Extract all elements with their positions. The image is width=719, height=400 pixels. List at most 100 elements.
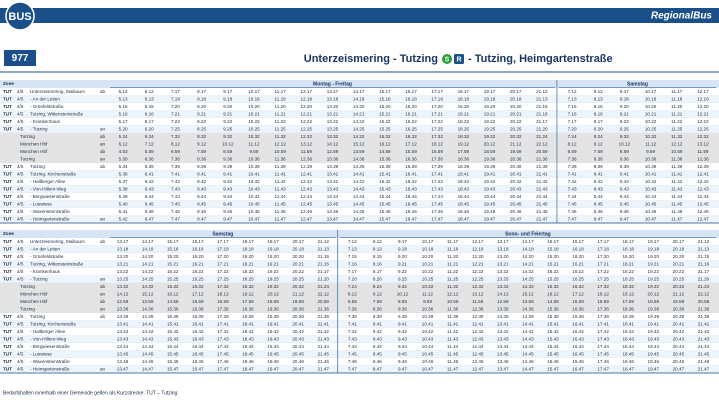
time: 21.47	[317, 366, 329, 371]
time: 14.46	[142, 359, 154, 364]
time: 10.43	[645, 186, 657, 191]
time: 15.17	[547, 239, 559, 244]
time: 12.46	[697, 209, 709, 214]
stop-row	[0, 245, 719, 253]
time: 20.20	[292, 254, 304, 259]
time: 21.20	[536, 126, 548, 131]
time: 21.13	[698, 246, 710, 251]
tariff-zone: 4/5	[17, 89, 24, 94]
time: 20.47	[510, 216, 522, 221]
time: 14.25	[353, 126, 365, 131]
time: 8.32	[197, 134, 206, 139]
time: 12.20	[472, 254, 484, 259]
time: 8.43	[197, 186, 206, 191]
time: 13.21	[117, 261, 129, 266]
time: 16.18	[405, 96, 417, 101]
stop-row	[0, 178, 719, 186]
arr-dep: an	[100, 366, 106, 371]
time: 8.36	[373, 306, 382, 311]
time: 16.43	[192, 336, 204, 341]
time: 18.20	[242, 254, 254, 259]
time: 13.21	[327, 111, 339, 116]
time: 17.17	[597, 239, 609, 244]
time: 15.21	[547, 261, 559, 266]
time: 7.20	[348, 276, 357, 281]
time: 14.21	[522, 261, 534, 266]
time: 18.22	[242, 269, 254, 274]
time: 11.45	[275, 201, 287, 206]
time: 16.36	[572, 306, 584, 311]
time: 21.44	[536, 194, 548, 199]
time: 15.12	[142, 291, 154, 296]
time: 6.12	[119, 141, 128, 146]
time: 10.41	[248, 171, 260, 176]
brand-bar	[0, 8, 719, 23]
time: 16.41	[192, 321, 204, 326]
time: 16.12	[547, 291, 559, 296]
time: 11.43	[447, 336, 459, 341]
time: 6.16	[145, 111, 154, 116]
time: 20.22	[510, 119, 522, 124]
time: 7.43	[171, 186, 180, 191]
time: 13.22	[497, 269, 509, 274]
time: 10.20	[248, 104, 260, 109]
time: 12.20	[697, 104, 709, 109]
time: 16.46	[192, 359, 204, 364]
time: 7.13	[348, 246, 357, 251]
time: 13.22	[327, 119, 339, 124]
time: 21.13	[317, 246, 329, 251]
time: 15.18	[547, 246, 559, 251]
time: 9.36	[223, 156, 232, 161]
time: 13.39	[497, 314, 509, 319]
time: 21.43	[536, 186, 548, 191]
time: 16.59	[217, 299, 229, 304]
time: 16.44	[405, 194, 417, 199]
time: 9.25	[223, 126, 232, 131]
time: 5.42	[119, 216, 128, 221]
time: 13.17	[497, 239, 509, 244]
time: 13.43	[497, 336, 509, 341]
time: 18.42	[622, 329, 634, 334]
time: 14.18	[353, 96, 365, 101]
stop-name: - Tutzing	[30, 126, 48, 131]
header-row	[0, 230, 719, 238]
time: 17.25	[597, 276, 609, 281]
time: 13.47	[117, 366, 129, 371]
zone: TUT	[3, 209, 12, 214]
time: 9.41	[620, 171, 629, 176]
time: 12.47	[301, 216, 313, 221]
brand: RegionalBus	[651, 11, 713, 22]
time: 7.36	[348, 306, 357, 311]
time: 17.18	[431, 96, 443, 101]
time: 9.43	[620, 186, 629, 191]
time: 20.12	[267, 291, 279, 296]
time: 21.13	[536, 96, 548, 101]
time: 7.20	[568, 126, 577, 131]
time: 15.12	[522, 291, 534, 296]
zone-header: Zone	[3, 81, 14, 86]
time: 15.42	[167, 329, 179, 334]
time: 7.16	[568, 111, 577, 116]
time: 19.25	[484, 126, 496, 131]
time: 12.25	[301, 126, 313, 131]
zone: TUT	[3, 239, 12, 244]
icon-label: S	[445, 56, 450, 63]
time: 18.59	[267, 299, 279, 304]
time: 19.46	[648, 359, 660, 364]
time: 16.18	[572, 246, 584, 251]
time: 13.41	[327, 171, 339, 176]
time: 10.44	[422, 344, 434, 349]
time: 12.43	[301, 186, 313, 191]
time: 20.39	[292, 314, 304, 319]
time: 12.46	[472, 359, 484, 364]
time: 11.21	[275, 111, 287, 116]
time: 18.41	[622, 321, 634, 326]
time: 14.20	[142, 254, 154, 259]
time: 21.45	[698, 351, 710, 356]
time: 17.43	[431, 186, 443, 191]
time: 15.17	[379, 89, 391, 94]
time: 9.25	[620, 126, 629, 131]
time: 21.47	[536, 216, 548, 221]
time: 21.36	[536, 156, 548, 161]
tariff-zone: 4/5	[17, 186, 24, 191]
